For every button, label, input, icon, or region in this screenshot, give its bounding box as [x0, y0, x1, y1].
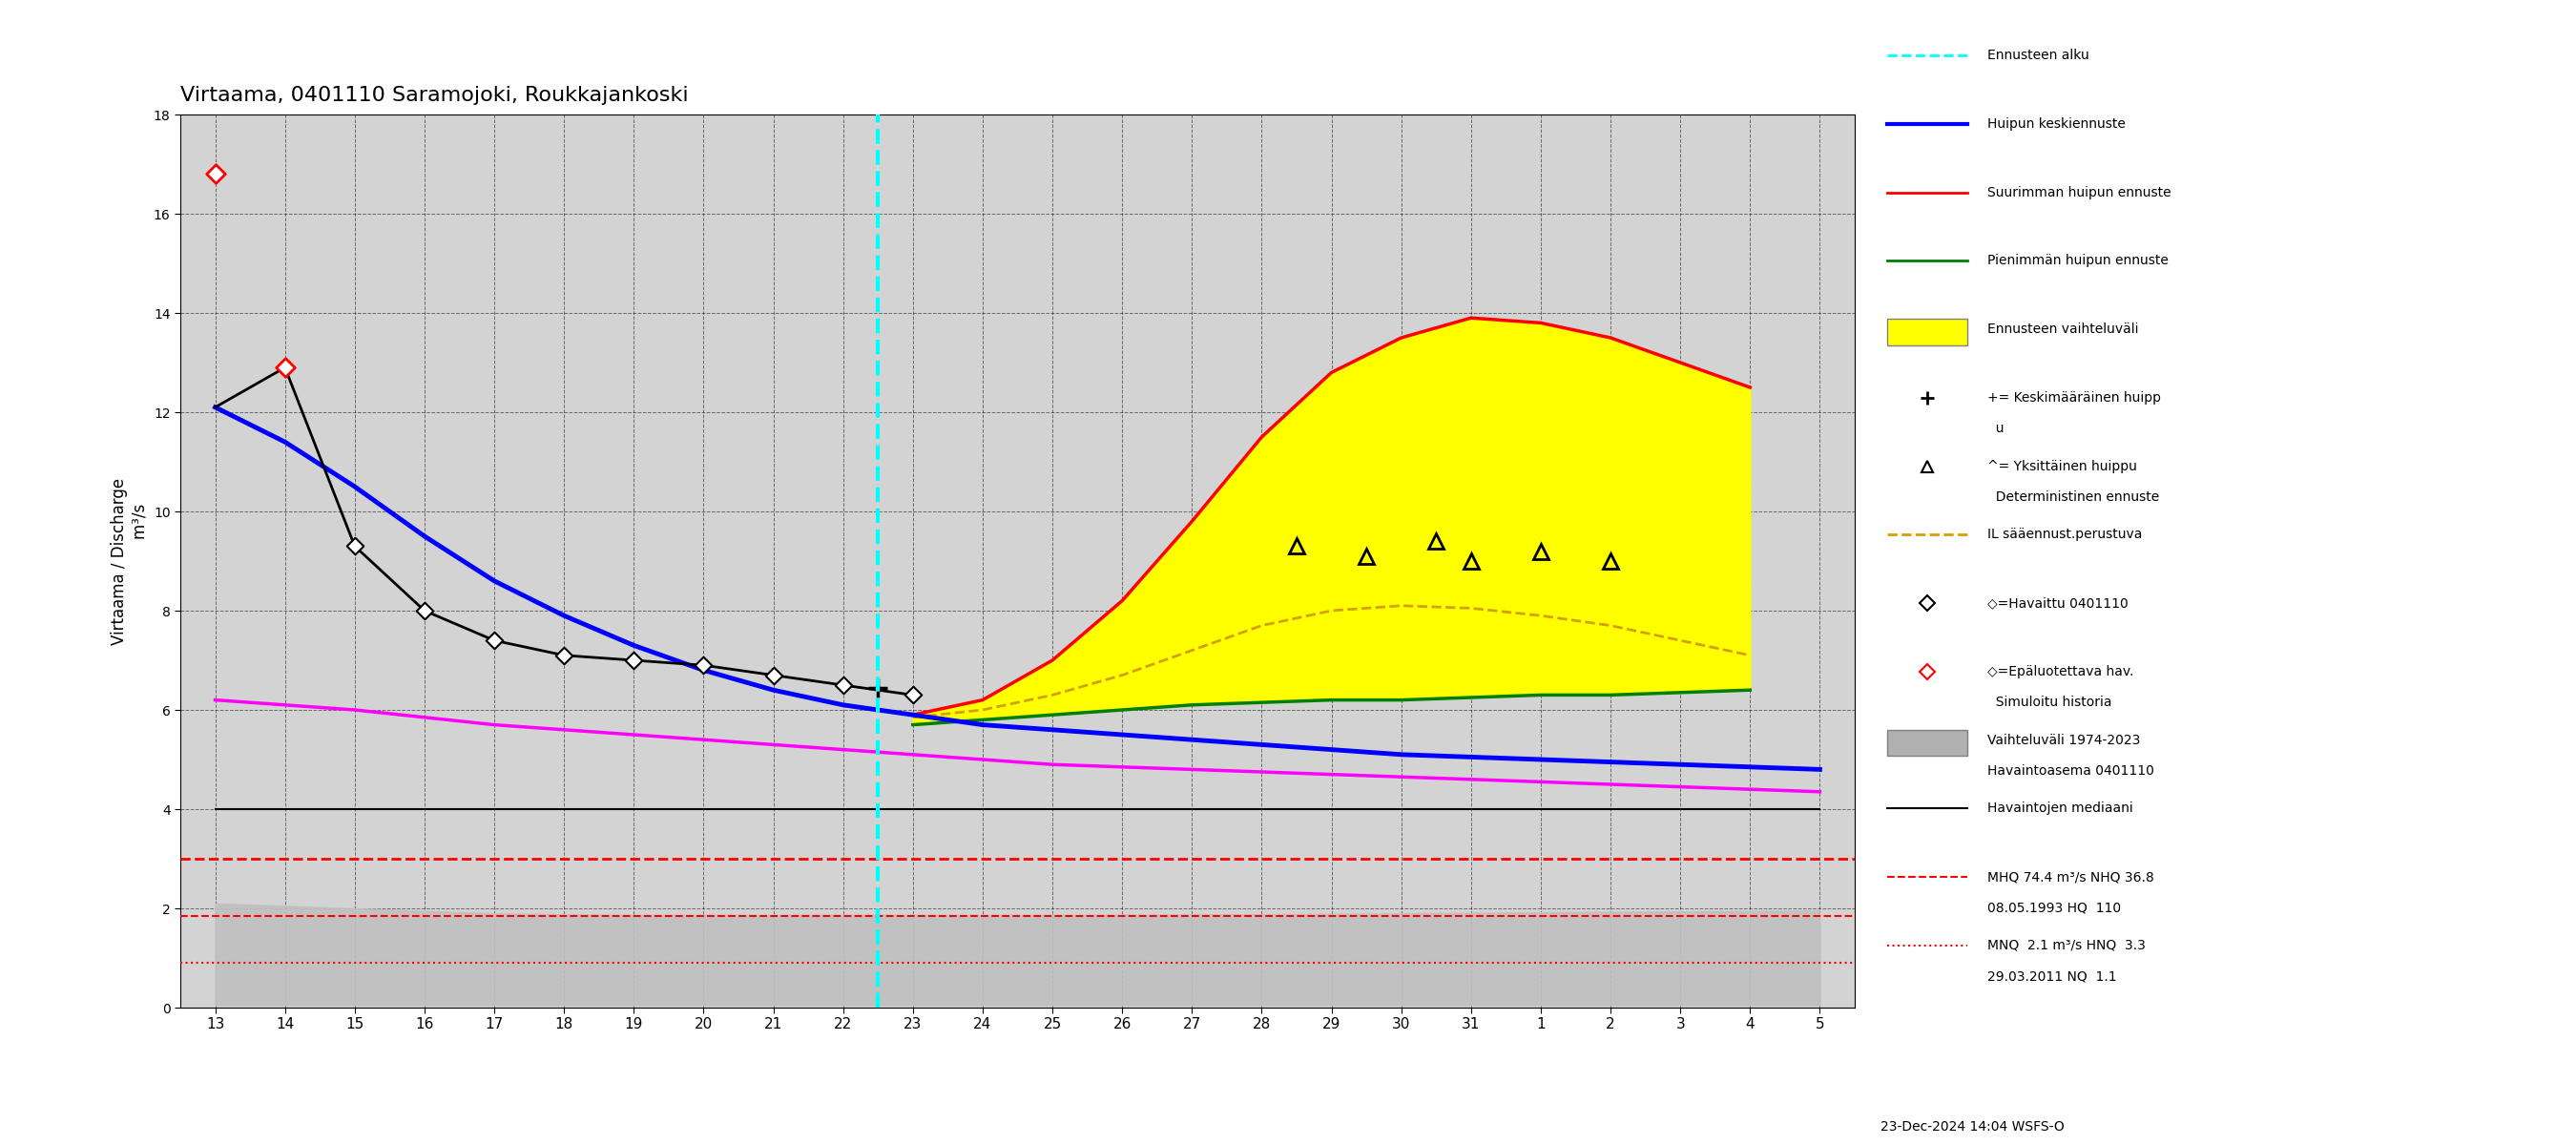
Text: Havaintojen mediaani: Havaintojen mediaani — [1989, 802, 2133, 815]
Text: Simuloitu historia: Simuloitu historia — [1989, 696, 2112, 709]
Text: Huipun keskiennuste: Huipun keskiennuste — [1989, 117, 2125, 131]
Point — [196, 165, 237, 183]
Point — [891, 686, 933, 704]
Text: += Keskimääräinen huipp: += Keskimääräinen huipp — [1989, 392, 2161, 404]
Y-axis label: Virtaama / Discharge
                m³/s: Virtaama / Discharge m³/s — [111, 477, 149, 645]
Text: Vaihteluväli 1974-2023: Vaihteluväli 1974-2023 — [1989, 734, 2141, 747]
Text: Ennusteen alku: Ennusteen alku — [1989, 49, 2089, 62]
Text: 08.05.1993 HQ  110: 08.05.1993 HQ 110 — [1989, 901, 2120, 915]
Text: Virtaama, 0401110 Saramojoki, Roukkajankoski: Virtaama, 0401110 Saramojoki, Roukkajank… — [180, 86, 688, 105]
Point — [544, 646, 585, 664]
Point — [683, 656, 724, 674]
Point — [752, 666, 793, 685]
Point — [404, 601, 446, 619]
Text: 23-Dec-2024 14:04 WSFS-O: 23-Dec-2024 14:04 WSFS-O — [1880, 1120, 2063, 1134]
Point — [474, 631, 515, 649]
Text: Havaintoasema 0401110: Havaintoasema 0401110 — [1989, 764, 2154, 777]
Point — [822, 676, 863, 694]
FancyBboxPatch shape — [1888, 729, 1968, 756]
Text: IL sääennust.perustuva: IL sääennust.perustuva — [1989, 528, 2143, 542]
Point — [265, 358, 307, 377]
Text: Pienimmän huipun ennuste: Pienimmän huipun ennuste — [1989, 254, 2169, 268]
Text: ◇=Havaittu 0401110: ◇=Havaittu 0401110 — [1989, 597, 2128, 610]
Text: MHQ 74.4 m³/s NHQ 36.8: MHQ 74.4 m³/s NHQ 36.8 — [1989, 870, 2154, 884]
Point — [613, 652, 654, 670]
FancyBboxPatch shape — [1888, 318, 1968, 345]
Text: Suurimman huipun ennuste: Suurimman huipun ennuste — [1989, 185, 2172, 199]
Text: 29.03.2011 NQ  1.1: 29.03.2011 NQ 1.1 — [1989, 970, 2117, 984]
Text: ◇=Epäluotettava hav.: ◇=Epäluotettava hav. — [1989, 665, 2133, 678]
Text: Ennusteen vaihteluväli: Ennusteen vaihteluväli — [1989, 323, 2138, 335]
Text: u: u — [1989, 421, 2004, 435]
Text: ^= Yksittäinen huippu: ^= Yksittäinen huippu — [1989, 459, 2138, 473]
Point — [335, 537, 376, 555]
Text: MNQ  2.1 m³/s HNQ  3.3: MNQ 2.1 m³/s HNQ 3.3 — [1989, 939, 2146, 953]
Text: Deterministinen ennuste: Deterministinen ennuste — [1989, 490, 2159, 504]
